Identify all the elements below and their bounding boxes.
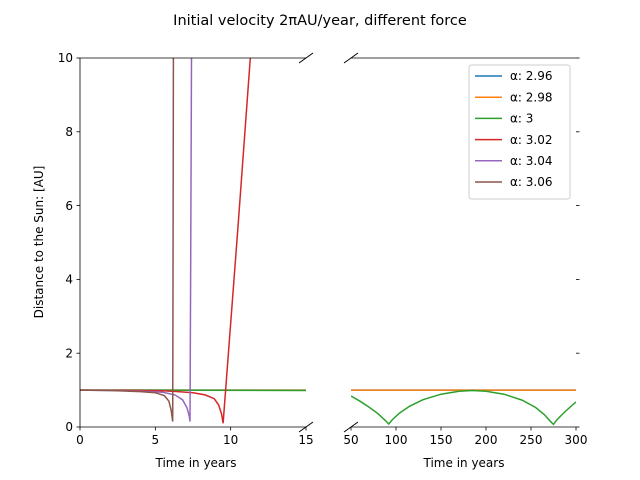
y-axis-label: Distance to the Sun: [AU]	[32, 166, 46, 319]
y-tick-label: 0	[65, 420, 73, 434]
x-tick-label: 15	[298, 433, 313, 447]
legend-label: α: 3.02	[510, 133, 553, 147]
x-tick-label: 10	[223, 433, 238, 447]
legend-label: α: 2.98	[510, 90, 553, 104]
series-line-4-panel-1	[80, 58, 252, 424]
y-tick-label: 2	[65, 346, 73, 360]
x-tick-label: 100	[385, 433, 408, 447]
y-tick-label: 4	[65, 273, 73, 287]
y-tick-label: 6	[65, 199, 73, 213]
chart-title: Initial velocity 2πAU/year, different fo…	[173, 13, 467, 29]
x-tick-label: 300	[565, 433, 588, 447]
axis-break-mark	[298, 421, 314, 433]
left-panel: 0 5 10 15 0 2 4 6 8 10	[58, 51, 314, 447]
x-tick-label: 50	[343, 433, 358, 447]
legend-label: α: 3.06	[510, 175, 553, 189]
legend: α: 2.96 α: 2.98 α: 3 α: 3.02 α: 3.04 α: 3.06	[468, 64, 571, 200]
y-tick-label: 10	[58, 51, 73, 65]
legend-label: α: 3	[510, 112, 533, 126]
x-tick-label: 250	[520, 433, 543, 447]
legend-label: α: 2.96	[510, 69, 553, 83]
legend-label: α: 3.04	[510, 154, 553, 168]
x-tick-label: 5	[152, 433, 160, 447]
x-tick-label: 0	[76, 433, 84, 447]
axis-break-mark	[298, 52, 314, 64]
series-line-3-panel-2	[351, 389, 576, 426]
axis-break-mark	[343, 52, 359, 64]
x-tick-label: 150	[430, 433, 453, 447]
y-tick-label: 8	[65, 125, 73, 139]
axis-break-mark	[343, 421, 359, 433]
x-axis-label-right: Time in years	[423, 456, 505, 470]
legend-frame	[468, 64, 571, 200]
series-line-6-panel-1	[80, 58, 175, 422]
x-tick-label: 200	[475, 433, 498, 447]
right-panel: 50 100 150 200 250 300	[343, 52, 588, 447]
x-axis-label-left: Time in years	[155, 456, 237, 470]
series-line-5-panel-1	[80, 58, 193, 422]
